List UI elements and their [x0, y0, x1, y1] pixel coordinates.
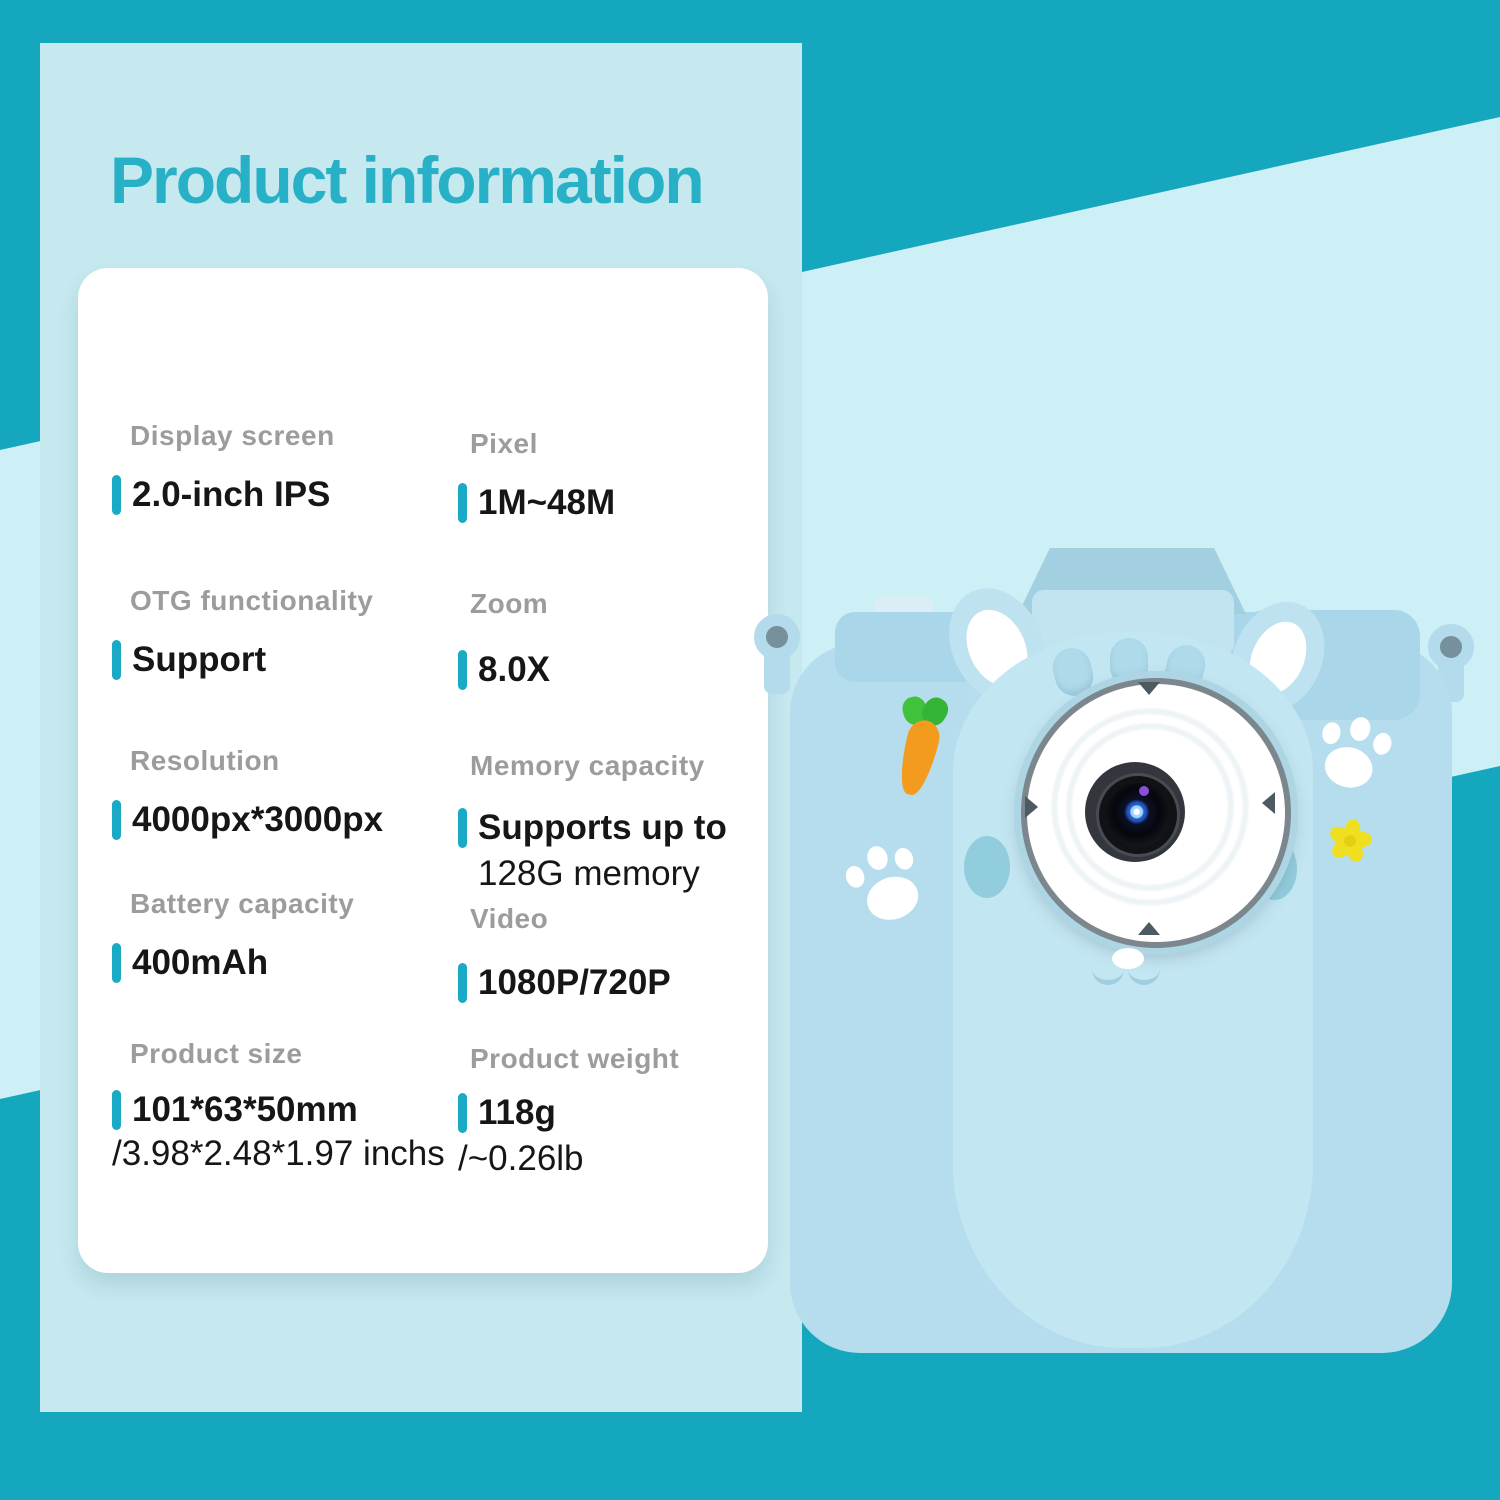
bunny-mouth-left — [1092, 964, 1124, 985]
spec-value-resolution: 4000px*3000px — [112, 800, 383, 840]
spec-label-pixel: Pixel — [470, 428, 538, 459]
spec-label-resolution: Resolution — [130, 745, 280, 776]
accent-bar — [458, 650, 467, 690]
spec-label-memory: Memory capacity — [470, 750, 705, 781]
lens-glint — [1139, 786, 1149, 796]
spec-value-pixel: 1M~48M — [458, 483, 615, 523]
flower-icon — [1320, 811, 1379, 870]
spec-value2-product-size: /3.98*2.48*1.97 inchs — [112, 1134, 445, 1173]
spec-label-product-weight: Product weight — [470, 1043, 680, 1074]
accent-bar — [112, 800, 121, 840]
spec-value-product-size: 101*63*50mm — [112, 1090, 358, 1130]
spec-value-battery: 400mAh — [112, 943, 268, 983]
spec-value2-product-weight: /~0.26lb — [458, 1139, 584, 1178]
spec-label-video: Video — [470, 903, 549, 934]
accent-bar — [112, 1090, 121, 1130]
accent-bar — [458, 1093, 467, 1133]
strap-lug-icon-left — [754, 614, 800, 660]
spec-value-otg: Support — [112, 640, 266, 680]
spec-value-zoom: 8.0X — [458, 650, 550, 690]
spec-value-product-weight: 118g — [458, 1093, 556, 1133]
accent-bar — [112, 640, 121, 680]
accent-bar — [458, 808, 467, 848]
spec-value-video: 1080P/720P — [458, 963, 671, 1003]
accent-bar — [458, 483, 467, 523]
accent-bar — [112, 475, 121, 515]
spec-label-otg: OTG functionality — [130, 585, 374, 616]
lens-glass — [1106, 783, 1170, 847]
page-title: Product information — [110, 143, 705, 217]
strap-lug-icon-right — [1428, 624, 1474, 670]
spec-label-product-size: Product size — [130, 1038, 303, 1069]
accent-bar — [112, 943, 121, 983]
spec-value2-memory: 128G memory — [478, 854, 700, 893]
spec-label-zoom: Zoom — [470, 588, 549, 619]
product-image-kids-camera — [740, 520, 1500, 1400]
spec-label-display-screen: Display screen — [130, 420, 335, 451]
spec-value-memory: Supports up to — [458, 808, 727, 848]
bunny-mouth-right — [1128, 964, 1160, 985]
spec-value-display-screen: 2.0-inch IPS — [112, 475, 330, 515]
bunny-nose — [1112, 948, 1144, 969]
spec-card: Display screen 2.0-inch IPS OTG function… — [78, 268, 768, 1273]
side-oval-left — [964, 836, 1010, 898]
carrot-body — [893, 716, 944, 799]
spec-label-battery: Battery capacity — [130, 888, 355, 919]
accent-bar — [458, 963, 467, 1003]
